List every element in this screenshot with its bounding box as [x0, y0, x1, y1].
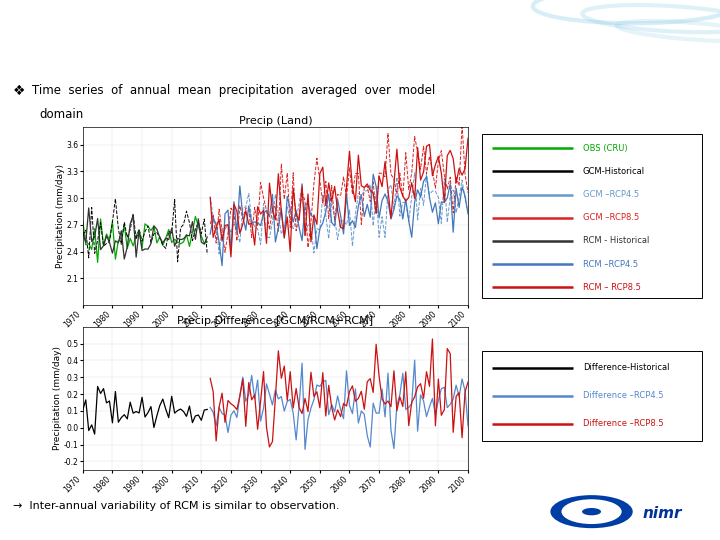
Text: GCM-Historical: GCM-Historical — [583, 167, 645, 176]
Text: GCM –RCP4.5: GCM –RCP4.5 — [583, 190, 639, 199]
Text: ❖: ❖ — [13, 84, 25, 98]
Text: →  Inter-annual variability of RCM is similar to observation.: → Inter-annual variability of RCM is sim… — [13, 501, 339, 511]
Ellipse shape — [550, 495, 633, 528]
Title: Precip Difference [GCM/RCM−RCM]: Precip Difference [GCM/RCM−RCM] — [177, 316, 374, 326]
Text: Time  series  of  annual  mean  precipitation  averaged  over  model: Time series of annual mean precipitation… — [32, 84, 436, 97]
Y-axis label: Precipitation (mm/day): Precipitation (mm/day) — [53, 346, 63, 450]
Text: domain: domain — [40, 108, 84, 121]
Ellipse shape — [562, 500, 621, 524]
Ellipse shape — [582, 508, 601, 515]
Text: RCM - Historical: RCM - Historical — [583, 237, 649, 246]
Text: Difference-Historical: Difference-Historical — [583, 363, 670, 372]
Text: Difference –RCP4.5: Difference –RCP4.5 — [583, 391, 663, 400]
Text: Climate change projection: Precipitation: Climate change projection: Precipitation — [11, 25, 420, 43]
Title: Precip (Land): Precip (Land) — [238, 116, 312, 126]
Text: Difference –RCP8.5: Difference –RCP8.5 — [583, 419, 663, 428]
Text: nimr: nimr — [642, 506, 682, 521]
Text: GCM –RCP8.5: GCM –RCP8.5 — [583, 213, 639, 222]
Text: RCM – RCP8.5: RCM – RCP8.5 — [583, 283, 641, 292]
Y-axis label: Precipitation (mm/day): Precipitation (mm/day) — [56, 164, 65, 268]
Text: OBS (CRU): OBS (CRU) — [583, 144, 627, 153]
Text: RCM –RCP4.5: RCM –RCP4.5 — [583, 260, 638, 268]
